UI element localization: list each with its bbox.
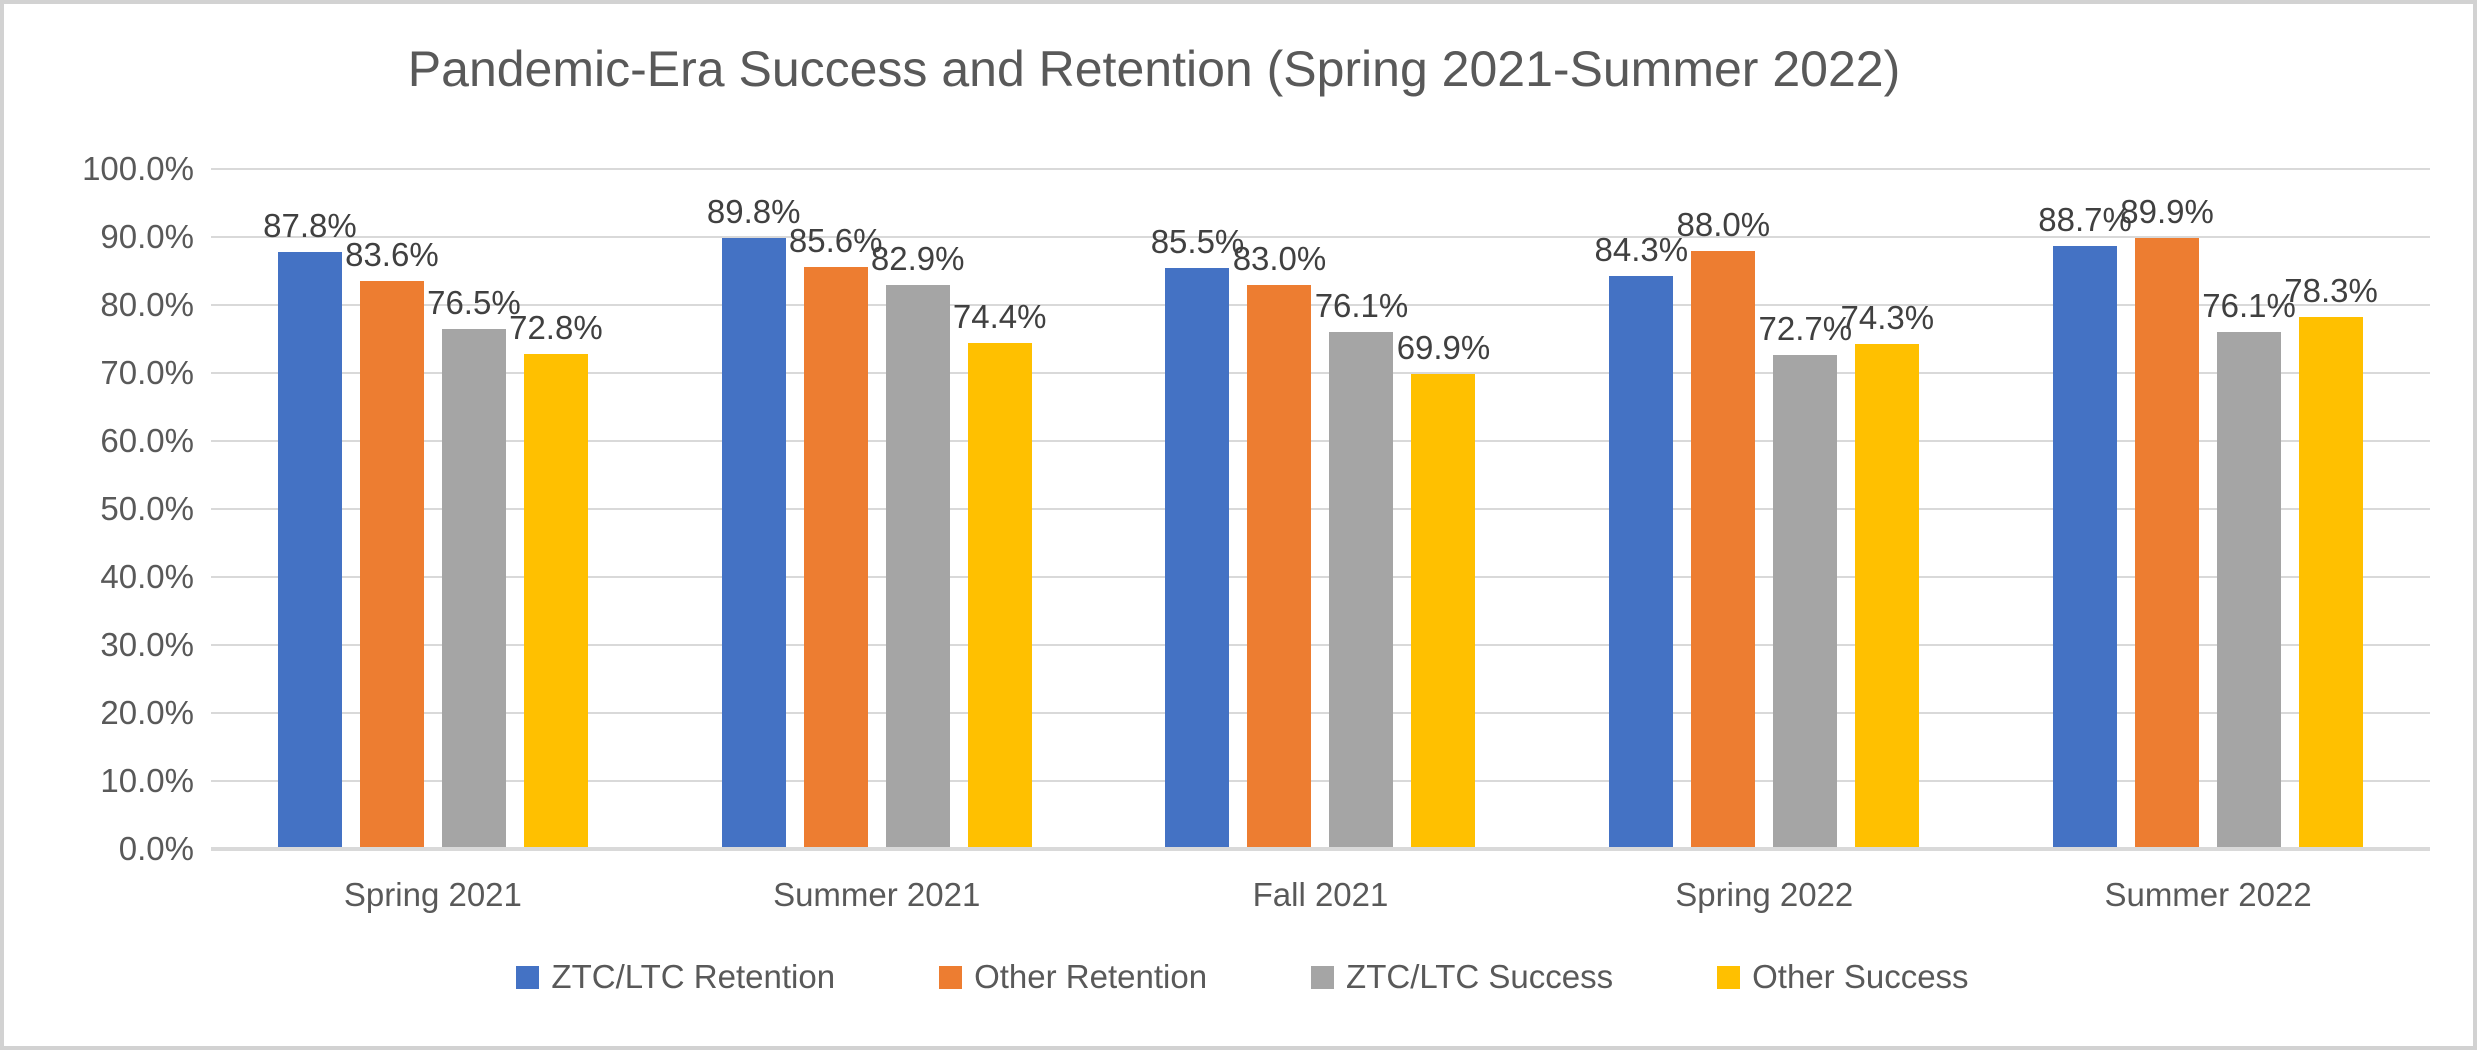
legend-swatch-icon xyxy=(516,965,540,989)
y-axis-tick-label: 40.0% xyxy=(100,558,194,595)
data-label-ztc-ltc-success-summer-2022: 76.1% xyxy=(2202,286,2296,324)
bar-group-fall-2021: 85.5% 83.0% 76.1% 69.9% xyxy=(1099,169,1543,849)
legend-item-ztc-ltc-success: ZTC/LTC Success xyxy=(1311,958,1613,996)
chart-title: Pandemic-Era Success and Retention (Spri… xyxy=(407,41,1901,97)
bar-other-retention-summer-2021 xyxy=(803,266,868,849)
y-axis-tick-label: 90.0% xyxy=(100,218,194,255)
bar-ztc-ltc-retention-spring-2022 xyxy=(1609,275,1674,849)
y-axis-tick-label: 20.0% xyxy=(100,694,194,731)
bar-group-spring-2022: 84.3% 88.0% 72.7% 74.3% xyxy=(1542,169,1986,849)
bar-ztc-ltc-success-summer-2021 xyxy=(885,285,950,849)
data-label-ztc-ltc-retention-summer-2021: 89.8% xyxy=(706,193,801,231)
bar-ztc-ltc-retention-fall-2021 xyxy=(1165,267,1230,849)
legend-label: ZTC/LTC Success xyxy=(1346,958,1614,995)
y-axis: 100.0% 90.0% 80.0% 70.0% 60.0% 50.0% 40.0% 30.0… xyxy=(4,4,194,1046)
data-label-ztc-ltc-success-summer-2021: 82.9% xyxy=(870,240,965,278)
legend-label: ZTC/LTC Retention xyxy=(551,958,836,995)
gridline xyxy=(211,576,2430,578)
bar-other-retention-fall-2021 xyxy=(1247,284,1312,849)
x-axis-category-label: Fall 2021 xyxy=(1252,876,1389,913)
data-label-ztc-ltc-success-fall-2021: 76.1% xyxy=(1314,286,1409,324)
bar-ztc-ltc-success-spring-2021 xyxy=(441,328,506,849)
x-axis-line xyxy=(211,847,2430,851)
y-axis-tick-label: 50.0% xyxy=(100,490,194,527)
legend-item-ztc-ltc-retention: ZTC/LTC Retention xyxy=(516,958,835,996)
data-label-other-retention-fall-2021: 83.0% xyxy=(1232,239,1327,277)
gridline xyxy=(211,644,2430,646)
legend-swatch-icon xyxy=(1311,965,1335,989)
x-axis-category-label: Spring 2022 xyxy=(1675,876,1854,913)
bar-group-summer-2022: 88.7% 89.9% 76.1% 78.3% xyxy=(1986,169,2430,849)
gridline xyxy=(211,372,2430,374)
legend-swatch-icon xyxy=(1717,965,1741,989)
data-label-ztc-ltc-retention-spring-2021: 87.8% xyxy=(263,206,357,244)
data-label-other-retention-spring-2021: 83.6% xyxy=(345,235,439,273)
bar-group-summer-2021: 89.8% 85.6% 82.9% 74.4% xyxy=(655,169,1099,849)
bar-other-retention-spring-2021 xyxy=(359,280,424,849)
plot-area: 87.8% 83.6% 76.5% 72.8% 89.8% 85.6% 82.9% 74.4%… xyxy=(211,168,2430,851)
gridline xyxy=(211,168,2430,170)
bar-other-success-spring-2022 xyxy=(1855,343,1920,849)
data-label-other-retention-summer-2021: 85.6% xyxy=(788,221,883,259)
data-label-other-retention-summer-2022: 89.9% xyxy=(2120,192,2214,230)
bar-ztc-ltc-success-fall-2021 xyxy=(1329,331,1394,849)
data-label-ztc-ltc-success-spring-2022: 72.7% xyxy=(1758,309,1853,347)
bar-ztc-ltc-success-spring-2022 xyxy=(1773,354,1838,849)
bar-ztc-ltc-success-summer-2022 xyxy=(2217,331,2282,849)
bar-ztc-ltc-retention-summer-2021 xyxy=(721,238,786,849)
y-axis-tick-label: 100.0% xyxy=(82,150,194,187)
legend-swatch-icon xyxy=(939,965,963,989)
data-label-other-retention-spring-2022: 88.0% xyxy=(1676,205,1771,243)
y-axis-tick-label: 70.0% xyxy=(100,354,194,391)
y-axis-tick-label: 0.0% xyxy=(118,830,194,867)
gridline xyxy=(211,440,2430,442)
gridline xyxy=(211,304,2430,306)
bar-other-success-spring-2021 xyxy=(523,353,588,849)
y-axis-tick-label: 10.0% xyxy=(100,762,194,799)
data-label-other-success-fall-2021: 69.9% xyxy=(1396,328,1491,366)
legend-label: Other Retention xyxy=(974,958,1208,995)
data-label-ztc-ltc-retention-summer-2022: 88.7% xyxy=(2038,200,2132,238)
data-label-other-success-spring-2022: 74.3% xyxy=(1840,298,1935,336)
legend-label: Other Success xyxy=(1752,958,1969,995)
bar-other-retention-spring-2022 xyxy=(1691,250,1756,849)
y-axis-tick-label: 80.0% xyxy=(100,286,194,323)
gridline xyxy=(211,236,2430,238)
bar-ztc-ltc-retention-spring-2021 xyxy=(277,251,342,849)
y-axis-tick-label: 30.0% xyxy=(100,626,194,663)
legend: ZTC/LTC Retention Other Retention ZTC/LTC … xyxy=(4,958,2477,996)
data-label-ztc-ltc-retention-fall-2021: 85.5% xyxy=(1150,222,1245,260)
legend-item-other-success: Other Success xyxy=(1717,958,1969,996)
data-label-other-success-spring-2021: 72.8% xyxy=(509,308,603,346)
data-label-other-success-summer-2021: 74.4% xyxy=(952,298,1047,336)
gridline xyxy=(211,712,2430,714)
x-axis-category-label: Spring 2021 xyxy=(343,876,522,913)
bar-other-retention-summer-2022 xyxy=(2135,237,2200,849)
y-axis-tick-label: 60.0% xyxy=(100,422,194,459)
bar-other-success-fall-2021 xyxy=(1411,373,1476,849)
x-axis: Spring 2021 Summer 2021 Fall 2021 Spring 20… xyxy=(211,876,2430,920)
data-label-other-success-summer-2022: 78.3% xyxy=(2284,271,2378,309)
data-label-ztc-ltc-retention-spring-2022: 84.3% xyxy=(1594,230,1689,268)
legend-item-other-retention: Other Retention xyxy=(939,958,1207,996)
bar-other-success-summer-2022 xyxy=(2299,316,2364,849)
gridline xyxy=(211,508,2430,510)
gridline xyxy=(211,780,2430,782)
x-axis-category-label: Summer 2022 xyxy=(2104,876,2312,913)
bar-other-success-summer-2021 xyxy=(967,343,1032,849)
bar-ztc-ltc-retention-summer-2022 xyxy=(2053,245,2118,849)
x-axis-category-label: Summer 2021 xyxy=(773,876,981,913)
data-label-ztc-ltc-success-spring-2021: 76.5% xyxy=(427,283,521,321)
bar-group-spring-2021: 87.8% 83.6% 76.5% 72.8% xyxy=(211,169,655,849)
